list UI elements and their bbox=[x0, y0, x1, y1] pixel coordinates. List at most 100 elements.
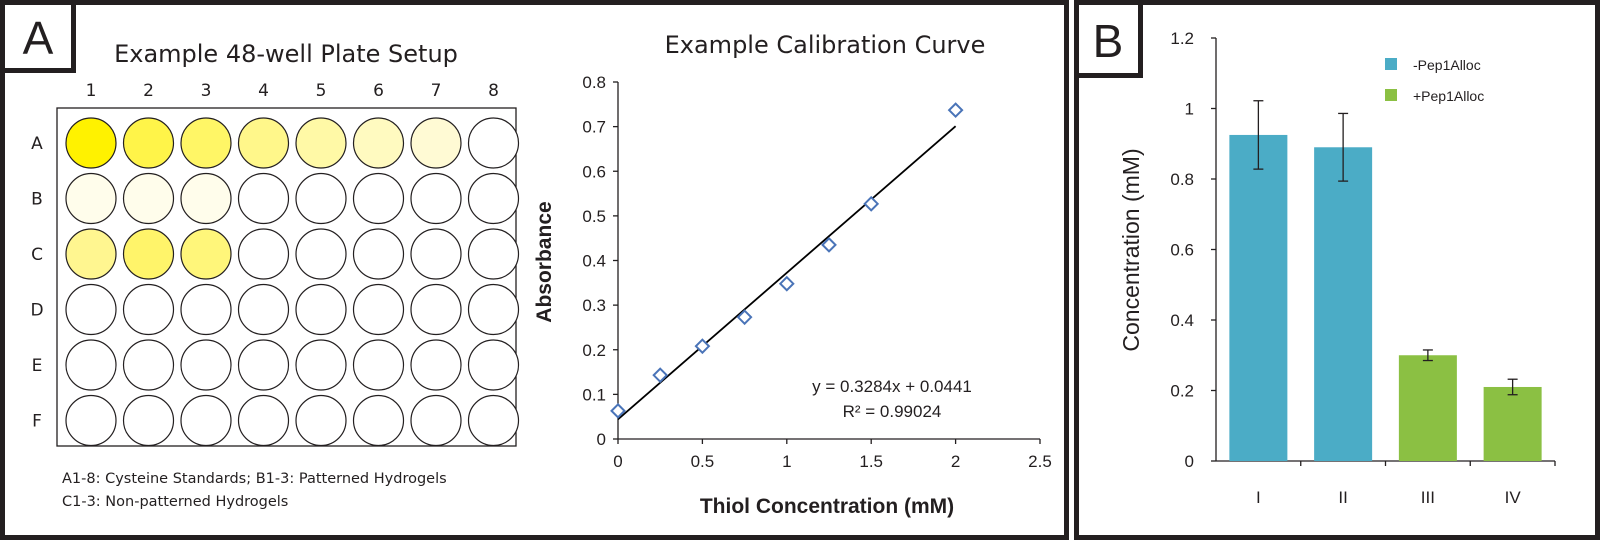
calibration-data-point bbox=[947, 102, 964, 119]
plate-column-label: 3 bbox=[201, 81, 212, 101]
plate-note-line2: C1-3: Non-patterned Hydrogels bbox=[62, 494, 288, 510]
bar-chart-x-tick-label: IV bbox=[1505, 488, 1522, 507]
bar-chart-x-tick-label: II bbox=[1338, 488, 1347, 507]
plate-title: Example 48-well Plate Setup bbox=[114, 40, 458, 68]
bar-chart-y-ticks: 0 0.2 0.4 0.6 0.8 1 1.2 bbox=[1170, 29, 1216, 471]
plate-well-C4 bbox=[237, 228, 290, 280]
plate-column-label: 7 bbox=[431, 81, 442, 101]
plate-well-B8 bbox=[467, 172, 520, 225]
plate-well-D8 bbox=[467, 283, 520, 336]
plate-column-label: 4 bbox=[258, 81, 269, 101]
calibration-equation: y = 0.3284x + 0.0441 bbox=[812, 377, 972, 396]
plate-well-F4 bbox=[237, 394, 290, 447]
plate-well-C8 bbox=[467, 228, 520, 280]
calibration-y-tick-label: 0.5 bbox=[582, 207, 606, 226]
calibration-y-tick-label: 0.2 bbox=[582, 341, 606, 360]
plate-well-D4 bbox=[237, 283, 290, 336]
calibration-y-tick-label: 0.8 bbox=[582, 73, 606, 92]
plate-column-labels: 1 2 3 4 5 6 7 8 bbox=[86, 81, 499, 101]
bar-I bbox=[1229, 134, 1288, 461]
bar-chart-y-tick-label: 0.2 bbox=[1170, 382, 1194, 401]
plate-well-A4 bbox=[237, 117, 290, 169]
plate-column-label: 1 bbox=[86, 81, 97, 101]
plate-well-B7 bbox=[410, 172, 462, 225]
plate-row-label: B bbox=[31, 190, 43, 210]
calibration-data-point bbox=[821, 236, 837, 253]
plate-well-A3 bbox=[180, 117, 232, 169]
legend-label-minus-pep1alloc: -Pep1Alloc bbox=[1413, 57, 1481, 73]
plate-note-line1: A1-8: Cysteine Standards; B1-3: Patterne… bbox=[62, 471, 447, 487]
plate-well-E8 bbox=[467, 339, 520, 391]
calibration-data-point bbox=[736, 309, 753, 326]
plate-well-E1 bbox=[65, 339, 117, 391]
plate-well-F5 bbox=[295, 394, 347, 447]
plate-row-label: C bbox=[31, 245, 43, 265]
bar-chart-bars bbox=[1229, 100, 1542, 461]
bar-chart-x-tick-label: I bbox=[1256, 488, 1261, 507]
plate-well-F3 bbox=[180, 394, 232, 447]
calibration-data-point bbox=[778, 275, 795, 292]
bar-chart-x-tick-label: III bbox=[1421, 488, 1435, 507]
plate-well-B5 bbox=[295, 172, 347, 225]
bar-chart-y-tick-label: 0.6 bbox=[1170, 241, 1194, 260]
calibration-y-tick-label: 0 bbox=[597, 430, 606, 449]
calibration-y-label: Absorbance bbox=[533, 201, 556, 322]
plate-column-label: 2 bbox=[143, 81, 154, 101]
calibration-x-tick-label: 2 bbox=[951, 452, 960, 471]
plate-row-label: A bbox=[31, 134, 43, 154]
plate-well-B1 bbox=[65, 172, 117, 225]
plate-well-E3 bbox=[180, 339, 232, 391]
calibration-x-label: Thiol Concentration (mM) bbox=[700, 495, 954, 518]
bar-chart-y-tick-label: 0 bbox=[1185, 452, 1194, 471]
plate-well-F7 bbox=[410, 394, 462, 447]
bar-chart-legend: -Pep1Alloc +Pep1Alloc bbox=[1385, 57, 1484, 104]
plate-well-F6 bbox=[352, 394, 405, 447]
plate-well-B3 bbox=[180, 172, 232, 225]
plate-well-C2 bbox=[122, 228, 175, 280]
bar-IV bbox=[1483, 386, 1542, 461]
calibration-y-tick-label: 0.3 bbox=[582, 296, 606, 315]
plate-well-E6 bbox=[352, 339, 405, 391]
plate-well-E2 bbox=[122, 339, 175, 391]
bar-chart-y-tick-label: 1 bbox=[1185, 100, 1194, 119]
calibration-x-tick-label: 0 bbox=[613, 452, 622, 471]
calibration-x-tick-label: 0.5 bbox=[691, 452, 715, 471]
plate-well-D5 bbox=[295, 283, 347, 336]
calibration-x-ticks: 0 0.5 1 1.5 2 2.5 bbox=[613, 439, 1052, 471]
plate-well-E5 bbox=[295, 339, 347, 391]
plate-well-D3 bbox=[180, 283, 232, 336]
plate-well-D6 bbox=[352, 283, 405, 336]
plate-well-A6 bbox=[352, 117, 405, 169]
plate-well-D2 bbox=[122, 283, 175, 336]
calibration-trendline bbox=[617, 125, 957, 420]
plate-well-C7 bbox=[410, 228, 462, 280]
plate-well-B6 bbox=[352, 172, 405, 225]
plate-row-labels: A B C D E F bbox=[30, 134, 43, 432]
plate-row-label: E bbox=[32, 356, 43, 376]
plate-well-C5 bbox=[295, 228, 347, 280]
calibration-title: Example Calibration Curve bbox=[665, 31, 986, 59]
calibration-x-tick-label: 1 bbox=[782, 452, 791, 471]
calibration-data-point bbox=[652, 367, 669, 384]
plate-well-E4 bbox=[237, 339, 290, 391]
plate-column-label: 5 bbox=[316, 81, 327, 101]
plate-well-A5 bbox=[295, 117, 347, 169]
calibration-data-point bbox=[694, 338, 711, 355]
calibration-r-squared: R² = 0.99024 bbox=[843, 402, 942, 421]
plate-well-B4 bbox=[237, 172, 290, 225]
plate-well-C1 bbox=[65, 228, 117, 280]
plate-well-A7 bbox=[410, 117, 462, 169]
panel-a-letter: A bbox=[23, 12, 54, 64]
calibration-x-tick-label: 2.5 bbox=[1028, 452, 1052, 471]
calibration-x-tick-label: 1.5 bbox=[859, 452, 883, 471]
legend-swatch-plus-pep1alloc bbox=[1385, 89, 1397, 101]
panel-b-letter-box bbox=[1074, 0, 1143, 78]
plate-well-D7 bbox=[410, 283, 462, 336]
panel-a-border bbox=[0, 0, 1069, 540]
calibration-y-tick-label: 0.6 bbox=[582, 162, 606, 181]
bar-chart-y-label: Concentration (mM) bbox=[1118, 148, 1144, 351]
panel-b-letter: B bbox=[1093, 15, 1124, 67]
calibration-data-point bbox=[863, 195, 880, 212]
plate-wells bbox=[65, 117, 520, 447]
